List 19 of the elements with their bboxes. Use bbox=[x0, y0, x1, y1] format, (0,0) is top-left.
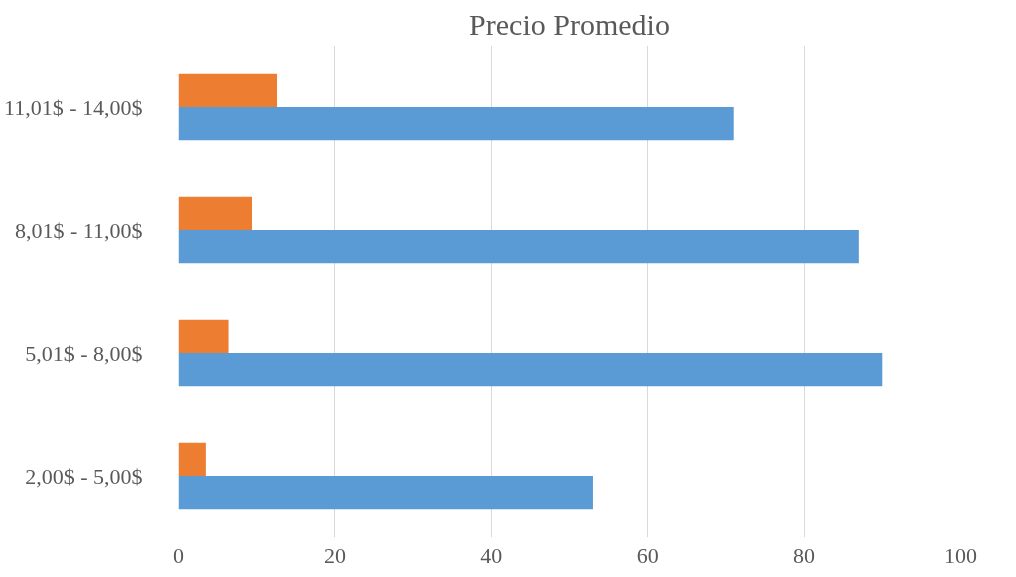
bar bbox=[178, 442, 206, 476]
bar bbox=[178, 353, 883, 387]
y-tick-label: 8,01$ - 11,00$ bbox=[14, 217, 143, 243]
bar bbox=[178, 196, 253, 230]
bar bbox=[178, 230, 859, 264]
bar bbox=[178, 107, 734, 141]
x-tick-label: 40 bbox=[480, 542, 503, 568]
bar bbox=[178, 319, 229, 353]
x-tick-label: 100 bbox=[944, 542, 977, 568]
y-tick-label: 11,01$ - 14,00$ bbox=[3, 94, 143, 120]
x-tick-label: 80 bbox=[793, 542, 816, 568]
x-tick-label: 0 bbox=[173, 542, 184, 568]
bar bbox=[178, 73, 278, 107]
chart-title: Precio Promedio bbox=[469, 7, 670, 41]
x-tick-label: 20 bbox=[323, 542, 346, 568]
x-tick-label: 60 bbox=[636, 542, 659, 568]
y-tick-label: 2,00$ - 5,00$ bbox=[25, 463, 143, 489]
bar bbox=[178, 476, 593, 510]
y-tick-label: 5,01$ - 8,00$ bbox=[25, 340, 143, 366]
